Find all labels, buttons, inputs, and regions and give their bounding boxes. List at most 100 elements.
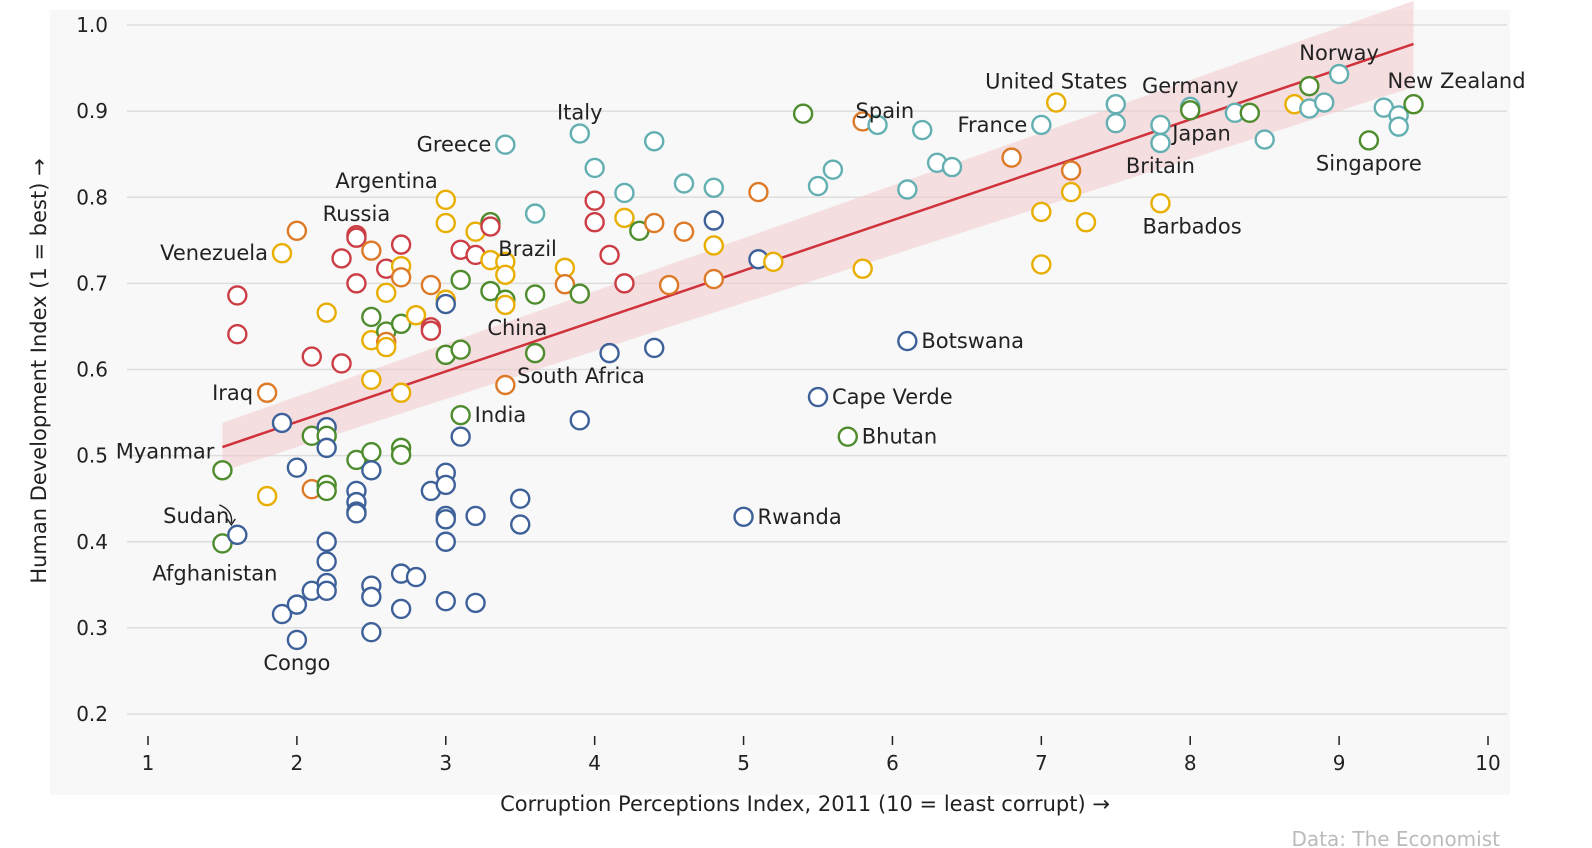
data-point [435,293,456,315]
data-point [1031,254,1052,275]
data-point [807,175,829,197]
data-point [1060,181,1082,203]
data-point [1001,147,1022,168]
country-label: Barbados [1142,214,1241,238]
data-point [644,131,665,152]
data-point [227,285,248,306]
data-point [390,234,412,255]
data-point [316,480,337,502]
data-point [1403,94,1424,115]
data-point [569,283,590,304]
data-point [1328,63,1350,85]
x-tick-label: 8 [1184,751,1197,775]
data-point [822,159,844,180]
data-point [286,457,308,478]
data-point [435,590,456,612]
data-point [733,506,754,527]
country-label: Spain [856,99,915,123]
leader-arrowhead [226,518,236,527]
data-point [584,212,605,233]
trend-line [222,42,1414,449]
data-point [1358,130,1380,151]
data-point [361,306,382,328]
data-point [450,404,471,426]
data-point [480,280,501,302]
data-point [748,181,769,203]
data-point [495,264,516,285]
data-point [554,274,576,295]
data-point [390,598,412,620]
country-label: Iraq [212,381,253,405]
x-tick-label: 4 [588,751,601,775]
data-point [450,426,471,447]
data-point [1046,92,1067,113]
data-point [1105,112,1126,134]
data-point [286,220,308,242]
data-point [614,273,635,294]
country-label: Rwanda [758,505,842,529]
data-point [852,258,873,279]
data-point [346,503,367,524]
data-point [390,382,412,403]
data-point [1150,132,1171,154]
regression-line [222,42,1414,449]
data-point [227,524,248,546]
data-point [1150,193,1171,214]
data-point [1031,201,1052,223]
y-tick-label: 1.0 [76,13,108,37]
data-point [807,386,829,408]
data-point [361,586,382,608]
data-point [465,505,486,527]
y-tick-label: 0.4 [76,530,108,554]
y-tick-label: 0.3 [76,616,108,640]
data-point [271,412,293,434]
data-point [1388,116,1409,137]
country-label: Argentina [335,169,437,193]
x-tick-label: 10 [1475,751,1500,775]
data-point [435,474,456,496]
data-point [286,594,308,615]
data-point [316,580,337,602]
data-point [599,244,620,266]
leader-arrow [219,504,233,523]
data-point [1239,102,1260,124]
x-tick-label: 3 [439,751,452,775]
data-point [361,441,382,463]
data-point [405,305,427,326]
data-point [941,156,963,178]
data-point [837,426,858,447]
data-point [1299,75,1320,97]
country-label: Greece [417,133,492,157]
data-point [450,269,471,291]
data-point [1075,212,1097,233]
data-point [316,531,337,552]
data-point [703,210,724,231]
data-point [510,514,531,535]
x-tick-label: 7 [1035,751,1048,775]
data-point [524,203,546,224]
data-point [1105,94,1126,115]
data-point [867,114,888,136]
data-point [227,323,248,345]
country-label: Japan [1170,121,1231,145]
source-note: Data: The Economist [1292,827,1501,848]
country-label: France [957,113,1027,137]
country-label: Myanmar [116,439,215,463]
data-point [301,346,322,367]
data-point [480,216,501,237]
data-point [331,353,352,374]
country-label: South Africa [517,364,645,388]
data-point [897,330,918,352]
country-label: Germany [1142,74,1239,98]
data-point [792,103,814,124]
y-tick-label: 0.6 [76,358,108,382]
country-label: New Zealand [1388,69,1526,93]
data-point [1060,160,1082,181]
country-label: Sudan [163,504,229,528]
y-tick-label: 0.9 [76,99,108,123]
country-label: Bhutan [862,425,937,449]
data-point [614,207,635,229]
data-point [495,294,516,316]
data-point [763,251,784,273]
